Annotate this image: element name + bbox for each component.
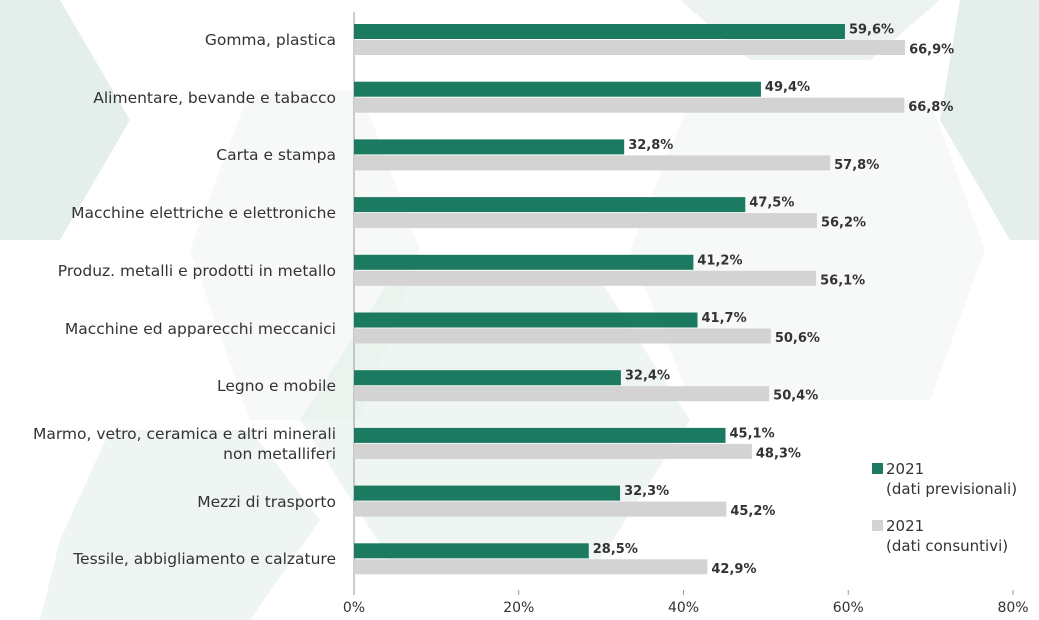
data-label: 56,2%	[821, 216, 866, 231]
hexagon	[940, 0, 1039, 240]
y-tick-label: Macchine ed apparecchi meccanici	[64, 319, 336, 338]
data-label: 49,4%	[765, 80, 810, 95]
data-label: 32,3%	[624, 484, 669, 499]
bar	[354, 81, 761, 97]
bar	[354, 386, 770, 402]
data-label: 66,8%	[908, 100, 953, 115]
data-label: 56,1%	[820, 273, 865, 288]
hexagon	[0, 0, 130, 240]
data-label: 66,9%	[909, 43, 954, 58]
bar	[354, 485, 621, 501]
x-tick-label: 40%	[668, 600, 699, 616]
y-tick-label: Produz. metalli e prodotti in metallo	[57, 261, 336, 280]
bar	[354, 312, 698, 328]
bar	[354, 197, 746, 213]
data-label: 41,2%	[697, 253, 742, 268]
y-tick-label: Tessile, abbigliamento e calzature	[73, 550, 336, 569]
data-label: 45,2%	[730, 504, 775, 519]
legend-swatch	[872, 520, 883, 531]
data-label: 50,6%	[775, 331, 820, 346]
data-label: 59,6%	[849, 23, 894, 38]
legend-label: 2021 (dati previsionali)	[886, 460, 1018, 498]
bar	[354, 254, 694, 270]
bar	[354, 213, 817, 229]
bar	[354, 501, 727, 517]
y-tick-label: Carta e stampa	[216, 146, 336, 165]
data-label: 41,7%	[702, 311, 747, 326]
bar	[354, 139, 625, 155]
data-label: 48,3%	[756, 446, 801, 461]
bar	[354, 40, 906, 55]
bar	[354, 427, 726, 443]
y-tick-label: Marmo, vetro, ceramica e altri minerali …	[32, 424, 336, 463]
bar	[354, 155, 831, 171]
x-tick-label: 0%	[343, 600, 365, 616]
bar	[354, 559, 708, 575]
y-tick-label: Macchine elettriche e elettroniche	[71, 204, 336, 223]
hexagon	[630, 100, 985, 400]
bar	[354, 443, 752, 459]
bar	[354, 370, 621, 386]
x-tick-label: 20%	[503, 600, 534, 616]
bar	[354, 328, 771, 344]
bar	[354, 24, 845, 39]
legend-label: 2021 (dati consuntivi)	[886, 517, 1009, 555]
hexagon	[40, 430, 320, 620]
x-tick-label: 80%	[997, 600, 1028, 616]
bar	[354, 270, 817, 286]
data-label: 32,8%	[628, 138, 673, 153]
y-tick-label: Alimentare, bevande e tabacco	[93, 88, 336, 107]
bar	[354, 97, 905, 113]
data-label: 32,4%	[625, 369, 670, 384]
data-label: 57,8%	[834, 158, 879, 173]
y-tick-label: Mezzi di trasporto	[197, 492, 336, 511]
y-tick-label: Legno e mobile	[216, 377, 336, 396]
legend-swatch	[872, 463, 883, 474]
data-label: 45,1%	[730, 426, 775, 441]
bar	[354, 543, 589, 559]
data-label: 42,9%	[711, 562, 756, 577]
data-label: 47,5%	[749, 196, 794, 211]
x-tick-label: 60%	[833, 600, 864, 616]
y-tick-label: Gomma, plastica	[204, 31, 336, 49]
data-label: 28,5%	[593, 542, 638, 557]
data-label: 50,4%	[773, 389, 818, 404]
